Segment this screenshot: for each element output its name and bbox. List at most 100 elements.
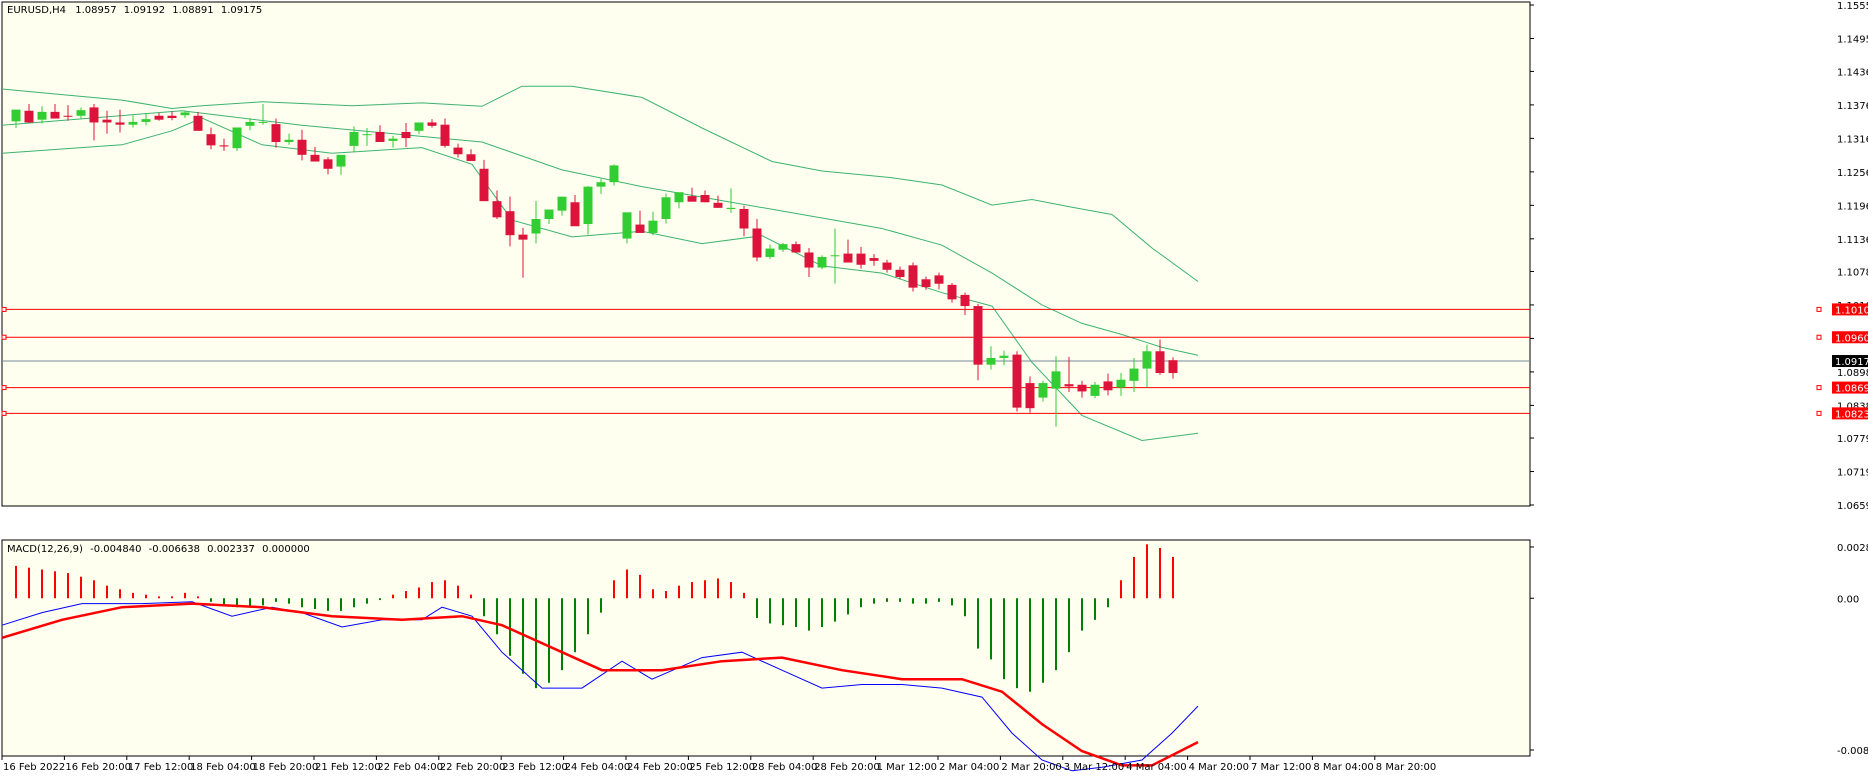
candle-body (349, 131, 359, 146)
bollinger-upper-line (1, 85, 1199, 282)
candle-body (1155, 351, 1165, 374)
candle-body (583, 186, 593, 225)
candle-body (37, 111, 47, 120)
candle (1129, 357, 1139, 392)
macd-pane[interactable] (1, 539, 1531, 757)
candle (219, 138, 229, 151)
candle (284, 133, 294, 145)
candle-body (960, 294, 970, 307)
candle (804, 248, 814, 278)
level-handle-left[interactable] (1, 306, 7, 312)
time-axis-label: 4 Mar 20:00 (1189, 762, 1249, 773)
candle (401, 123, 411, 148)
candle-body (856, 253, 866, 265)
time-axis-label: 8 Mar 20:00 (1376, 762, 1436, 773)
time-axis-label: 22 Feb 20:00 (440, 762, 506, 773)
candle (427, 119, 437, 128)
price-axis-label: 1.14955 (1837, 34, 1868, 45)
candle (1103, 373, 1113, 396)
candle (648, 211, 658, 236)
candle (115, 109, 125, 133)
candle-body (648, 220, 658, 233)
candle-body (427, 122, 437, 126)
candle (505, 196, 515, 247)
macd-label: MACD(12,26,9) (7, 544, 83, 555)
macd-axis-label: 0.002851 (1837, 543, 1868, 554)
candle (102, 110, 112, 134)
level-handle-right[interactable] (1816, 334, 1822, 340)
level-handle-right[interactable] (1816, 410, 1822, 416)
price-axis-label: 1.15555 (1837, 1, 1868, 12)
candle-body (505, 211, 515, 236)
candle-body (765, 248, 775, 257)
candle (349, 126, 359, 153)
candle-body (1168, 360, 1178, 374)
level-handle-right[interactable] (1816, 385, 1822, 391)
candle (50, 104, 60, 119)
macd-axis-label: 0.00 (1837, 594, 1859, 605)
candle (947, 283, 957, 303)
level-handle-right[interactable] (1816, 306, 1822, 312)
level-handle-left[interactable] (1, 385, 7, 391)
candle-body (531, 219, 541, 234)
candle-body (167, 115, 177, 119)
time-axis-label: 8 Mar 04:00 (1313, 762, 1373, 773)
candle-body (89, 107, 99, 123)
candle-body (830, 255, 840, 257)
price-axis-label: 1.06595 (1837, 501, 1868, 512)
candle-body (596, 182, 606, 187)
candle (388, 135, 398, 148)
candle (453, 143, 463, 158)
candle (531, 201, 541, 244)
candle-body (440, 124, 450, 146)
level-price-tag-label: 1.08237 (1835, 409, 1868, 420)
level-handle-left[interactable] (1, 334, 7, 340)
candle-body (232, 127, 242, 149)
time-axis-label: 2 Mar 20:00 (1001, 762, 1061, 773)
price-axis-label: 1.12565 (1837, 168, 1868, 179)
candle-body (791, 244, 801, 253)
candle (89, 104, 99, 141)
candle-body (492, 201, 502, 218)
candle (895, 266, 905, 280)
candle-body (388, 138, 398, 141)
candle (921, 276, 931, 290)
price-axis: 1.15555 1.14955 1.14365 1.13765 1.13165 1.125… (1530, 1, 1868, 512)
candle (700, 190, 710, 203)
candle-body (297, 139, 307, 155)
candle (37, 106, 47, 124)
candle-body (193, 115, 203, 131)
candle (466, 149, 476, 161)
candle (336, 154, 346, 175)
price-axis-label: 1.13765 (1837, 101, 1868, 112)
candle (193, 111, 203, 131)
candle-body (1051, 371, 1061, 389)
level-handle-left[interactable] (1, 410, 7, 416)
candle-body (1012, 354, 1022, 408)
candle (258, 104, 268, 125)
candle (76, 107, 86, 119)
candle (206, 127, 216, 150)
time-axis-label: 2 Mar 04:00 (939, 762, 999, 773)
candle (1051, 356, 1061, 427)
time-axis-label: 16 Feb 2022 (3, 762, 65, 773)
candle-body (1090, 384, 1100, 396)
current-price-tag-label: 1.09175 (1835, 357, 1868, 368)
candle-body (453, 147, 463, 155)
time-axis-label: 28 Feb 04:00 (752, 762, 818, 773)
candle-body (50, 111, 60, 119)
candle-body (752, 228, 762, 258)
candle-body (804, 252, 814, 268)
time-axis-label: 22 Feb 04:00 (377, 762, 443, 773)
price-axis-label: 1.10780 (1837, 267, 1868, 278)
candle-body (206, 134, 216, 146)
candle-body (570, 202, 580, 227)
candle-body (141, 119, 151, 122)
candle (973, 303, 983, 381)
candle (999, 350, 1009, 366)
horizontal-levels[interactable] (1, 306, 1822, 416)
candle-body (180, 112, 190, 116)
candle (960, 292, 970, 315)
